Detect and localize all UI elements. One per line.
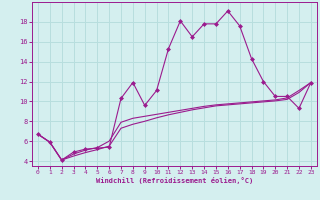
X-axis label: Windchill (Refroidissement éolien,°C): Windchill (Refroidissement éolien,°C): [96, 177, 253, 184]
